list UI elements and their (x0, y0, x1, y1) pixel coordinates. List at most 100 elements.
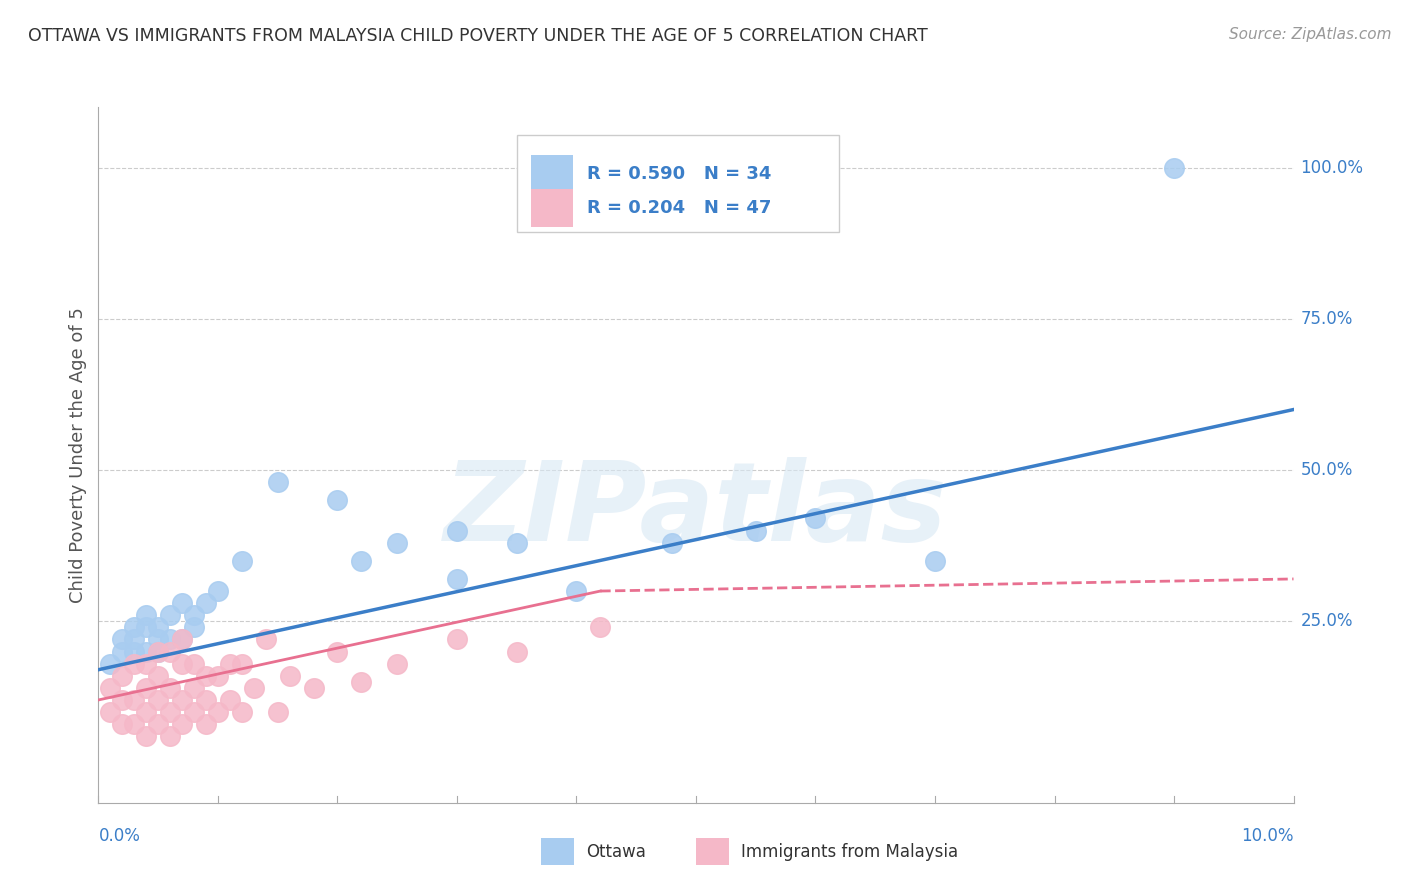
Point (135, 657, 157, 671)
Point (385, 657, 409, 671)
Point (159, 705, 181, 719)
Point (183, 620, 205, 634)
Point (183, 681, 205, 695)
Point (207, 669, 229, 683)
Point (148, 632, 170, 647)
Point (148, 669, 170, 683)
Point (172, 596, 194, 610)
Point (446, 632, 468, 647)
Text: 50.0%: 50.0% (1301, 461, 1353, 479)
Point (124, 693, 146, 707)
Point (804, 511, 827, 525)
Point (124, 620, 146, 634)
Point (506, 535, 529, 549)
Point (172, 657, 194, 671)
Point (219, 657, 242, 671)
Point (159, 644, 181, 658)
Text: ZIPatlas: ZIPatlas (444, 457, 948, 564)
FancyBboxPatch shape (531, 154, 572, 193)
Point (194, 596, 218, 610)
Point (565, 584, 588, 599)
Point (159, 632, 181, 647)
Text: 25.0%: 25.0% (1301, 612, 1353, 631)
Point (111, 693, 134, 707)
Point (124, 657, 146, 671)
FancyBboxPatch shape (517, 135, 839, 232)
Point (194, 669, 218, 683)
Point (159, 608, 181, 623)
Point (446, 572, 468, 586)
Text: 10.0%: 10.0% (1241, 827, 1294, 845)
Point (148, 644, 170, 658)
Point (124, 632, 146, 647)
Point (183, 705, 205, 719)
Point (267, 475, 290, 490)
Point (350, 554, 373, 568)
Text: R = 0.590   N = 34: R = 0.590 N = 34 (588, 165, 772, 183)
Point (98, 681, 122, 695)
Point (219, 693, 242, 707)
Point (194, 717, 218, 731)
Point (98, 705, 122, 719)
Point (135, 705, 157, 719)
Point (385, 535, 409, 549)
Point (172, 632, 194, 647)
Point (302, 681, 325, 695)
Y-axis label: Child Poverty Under the Age of 5: Child Poverty Under the Age of 5 (69, 307, 87, 603)
Point (231, 554, 253, 568)
FancyBboxPatch shape (540, 838, 574, 865)
Text: Immigrants from Malaysia: Immigrants from Malaysia (741, 843, 959, 861)
Point (148, 620, 170, 634)
Point (745, 524, 768, 538)
Point (506, 644, 529, 658)
Point (207, 584, 229, 599)
Point (172, 693, 194, 707)
Point (1163, 161, 1185, 175)
Point (172, 717, 194, 731)
Point (254, 632, 277, 647)
Point (135, 620, 157, 634)
Point (350, 674, 373, 689)
Text: R = 0.204   N = 47: R = 0.204 N = 47 (588, 199, 772, 217)
Point (231, 657, 253, 671)
Text: 0.0%: 0.0% (98, 827, 141, 845)
Point (924, 554, 946, 568)
Text: Ottawa: Ottawa (586, 843, 645, 861)
Point (183, 657, 205, 671)
FancyBboxPatch shape (696, 838, 730, 865)
Point (231, 705, 253, 719)
Point (159, 681, 181, 695)
Point (148, 644, 170, 658)
Point (661, 535, 683, 549)
Point (135, 729, 157, 743)
Text: Source: ZipAtlas.com: Source: ZipAtlas.com (1229, 27, 1392, 42)
Point (98, 657, 122, 671)
Point (135, 608, 157, 623)
Point (207, 705, 229, 719)
Point (278, 669, 301, 683)
Point (172, 632, 194, 647)
Point (111, 632, 134, 647)
Point (111, 717, 134, 731)
Text: 75.0%: 75.0% (1301, 310, 1353, 327)
Point (135, 644, 157, 658)
Point (183, 608, 205, 623)
Text: OTTAWA VS IMMIGRANTS FROM MALAYSIA CHILD POVERTY UNDER THE AGE OF 5 CORRELATION : OTTAWA VS IMMIGRANTS FROM MALAYSIA CHILD… (28, 27, 928, 45)
Point (243, 681, 266, 695)
Point (124, 717, 146, 731)
Point (148, 717, 170, 731)
Point (111, 644, 134, 658)
Point (194, 693, 218, 707)
Point (159, 729, 181, 743)
Point (446, 524, 468, 538)
Point (111, 669, 134, 683)
Point (326, 644, 349, 658)
Point (326, 493, 349, 508)
Text: 100.0%: 100.0% (1301, 159, 1364, 177)
FancyBboxPatch shape (531, 189, 572, 227)
Point (124, 644, 146, 658)
Point (267, 705, 290, 719)
Point (135, 681, 157, 695)
Point (148, 693, 170, 707)
Point (589, 620, 612, 634)
